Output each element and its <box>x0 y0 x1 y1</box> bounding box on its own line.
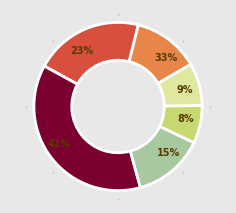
Wedge shape <box>34 66 140 191</box>
Wedge shape <box>44 22 138 84</box>
Wedge shape <box>130 126 194 188</box>
Text: 41%: 41% <box>47 139 71 149</box>
Wedge shape <box>160 105 202 143</box>
Text: 33%: 33% <box>154 53 178 63</box>
Text: 9%: 9% <box>176 85 193 95</box>
Wedge shape <box>129 25 191 83</box>
Wedge shape <box>158 64 202 106</box>
Text: 23%: 23% <box>71 46 94 56</box>
Text: 8%: 8% <box>177 114 194 124</box>
Text: 15%: 15% <box>157 148 180 158</box>
